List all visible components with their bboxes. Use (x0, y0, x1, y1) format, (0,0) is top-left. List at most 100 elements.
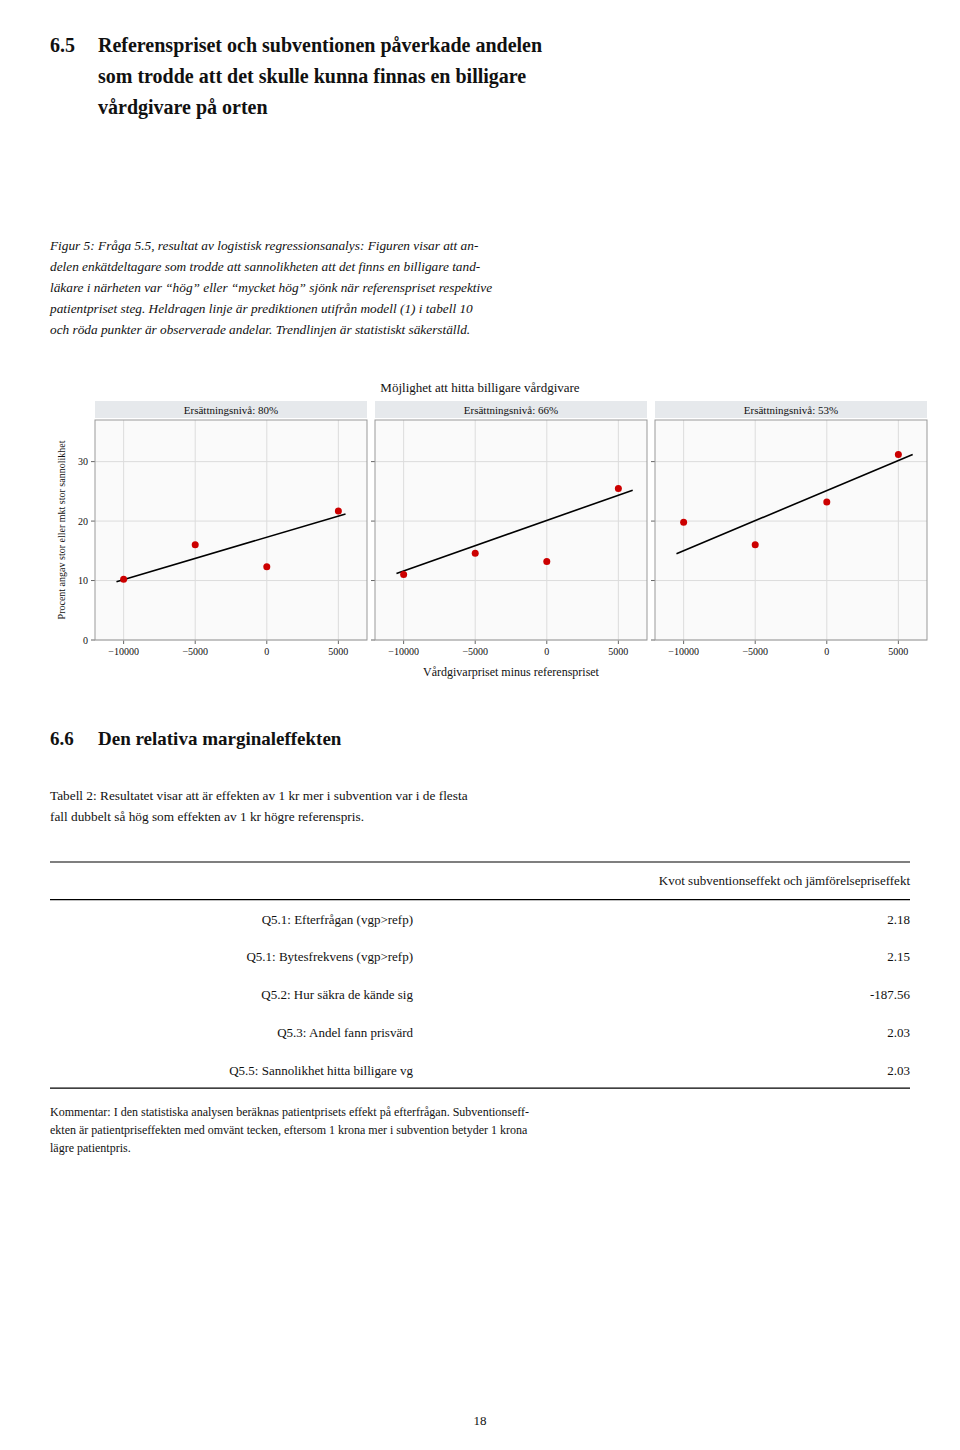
tick-label: −10000 (388, 646, 419, 657)
tick-label: −10000 (668, 646, 699, 657)
page-number: 18 (474, 1413, 487, 1428)
observed-point (680, 519, 687, 526)
panel: Ersättningsnivå: 66% −10000 −5000 0 5000 (371, 401, 647, 657)
page-background (0, 0, 960, 1450)
x-axis-label: Vårdgivarpriset minus referenspriset (423, 665, 600, 679)
data-layer (676, 451, 912, 554)
heading: vårdgivare på orten (98, 96, 268, 119)
caption: läkare i närheten var “hög” eller “mycke… (50, 280, 492, 295)
observed-point (400, 571, 407, 578)
table-cell: Q5.5: Sannolikhet hitta billigare vg (229, 1063, 413, 1078)
tick (651, 640, 655, 641)
panel-title: Ersättningsnivå: 66% (464, 404, 558, 416)
tick (371, 640, 375, 641)
tick (683, 640, 684, 644)
observed-point (263, 563, 270, 570)
grid-line (95, 521, 367, 522)
chart-title: Möjlighet att hitta billigare vårdgivare (380, 380, 580, 395)
section-heading: Den relativa marginaleffekten (98, 728, 342, 749)
prediction-line (116, 514, 345, 582)
observed-point (895, 451, 902, 458)
table-rule (50, 899, 910, 900)
grid-line (475, 420, 476, 640)
grid-line (375, 580, 647, 581)
observed-point (192, 541, 199, 548)
table-rule (50, 861, 910, 862)
grid-line (195, 420, 196, 640)
tick-label: −5000 (742, 646, 768, 657)
caption: Figur 5: Fråga 5.5, resultat av logistis… (49, 238, 478, 253)
grid-line (546, 420, 547, 640)
tick (618, 640, 619, 644)
grid-line (618, 420, 619, 640)
tick (826, 640, 827, 644)
tick (91, 580, 95, 581)
tick (371, 461, 375, 462)
grid-line (655, 580, 927, 581)
grid-line (375, 521, 647, 522)
plot-frame (655, 420, 927, 640)
tick-label: 5000 (608, 646, 628, 657)
comment: Kommentar: I den statistiska analysen be… (50, 1105, 529, 1119)
panel: Ersättningsnivå: 53%−10000−500005000 (651, 401, 927, 657)
table-cell: Q5.1: Bytesfrekvens (vgp>refp) (246, 949, 413, 964)
heading-number: 6.5 (50, 34, 75, 56)
table-header: Kvot subventionseffekt och jämförelsepri… (659, 873, 911, 888)
y-axis-label: Procent angav stor eller mkt stor sannol… (56, 440, 67, 619)
grid-line (655, 461, 927, 462)
grid-line (123, 420, 124, 640)
comment: lägre patientpris. (50, 1141, 131, 1155)
tick (403, 640, 404, 644)
panel-header (655, 401, 927, 418)
table-cell: 2.03 (887, 1063, 910, 1078)
grid-line (683, 420, 684, 640)
tick (371, 580, 375, 581)
heading: som trodde att det skulle kunna finnas e… (98, 65, 526, 88)
grid-line (755, 420, 756, 640)
grid-line (266, 420, 267, 640)
plot-area (375, 420, 647, 640)
data-layer (116, 507, 345, 582)
tick (338, 640, 339, 644)
tick-label: 0 (824, 646, 829, 657)
tick (651, 461, 655, 462)
observed-point (823, 499, 830, 506)
grid-line (826, 420, 827, 640)
tick-label: 30 (78, 456, 88, 467)
observed-point (615, 485, 622, 492)
grid-line (403, 420, 404, 640)
panel-header (375, 401, 647, 418)
panel-title: Ersättningsnivå: 80% (184, 404, 278, 416)
tick-label: 20 (78, 516, 88, 527)
table-cell: -187.56 (870, 987, 911, 1002)
prediction-line (396, 490, 632, 573)
plot-frame (95, 420, 367, 640)
grid-line (95, 461, 367, 462)
caption: delen enkätdeltagare som trodde att sann… (50, 259, 480, 274)
tick-label: 10 (78, 575, 88, 586)
observed-point (472, 550, 479, 557)
grid-line (338, 420, 339, 640)
plot-area (95, 420, 367, 640)
table-cell: 2.18 (887, 912, 910, 927)
tick-label: −5000 (462, 646, 488, 657)
tick-label: 0 (264, 646, 269, 657)
observed-point (752, 541, 759, 548)
page: 6.5 Referenspriset och subventionen påver… (0, 0, 960, 1450)
caption: patientpriset steg. Heldragen linje är p… (49, 301, 473, 316)
panel-header (95, 401, 367, 418)
tick (651, 580, 655, 581)
tick (546, 640, 547, 644)
tick (91, 640, 95, 641)
tick (475, 640, 476, 644)
tick (898, 640, 899, 644)
grid-line (655, 521, 927, 522)
tick (266, 640, 267, 644)
grid-line (375, 461, 647, 462)
tick-label: 0 (544, 646, 549, 657)
tick (91, 521, 95, 522)
table-cell: Q5.3: Andel fann prisvärd (277, 1025, 413, 1040)
tick (755, 640, 756, 644)
tick (371, 521, 375, 522)
heading: Referenspriset och subventionen påverkad… (98, 34, 542, 57)
